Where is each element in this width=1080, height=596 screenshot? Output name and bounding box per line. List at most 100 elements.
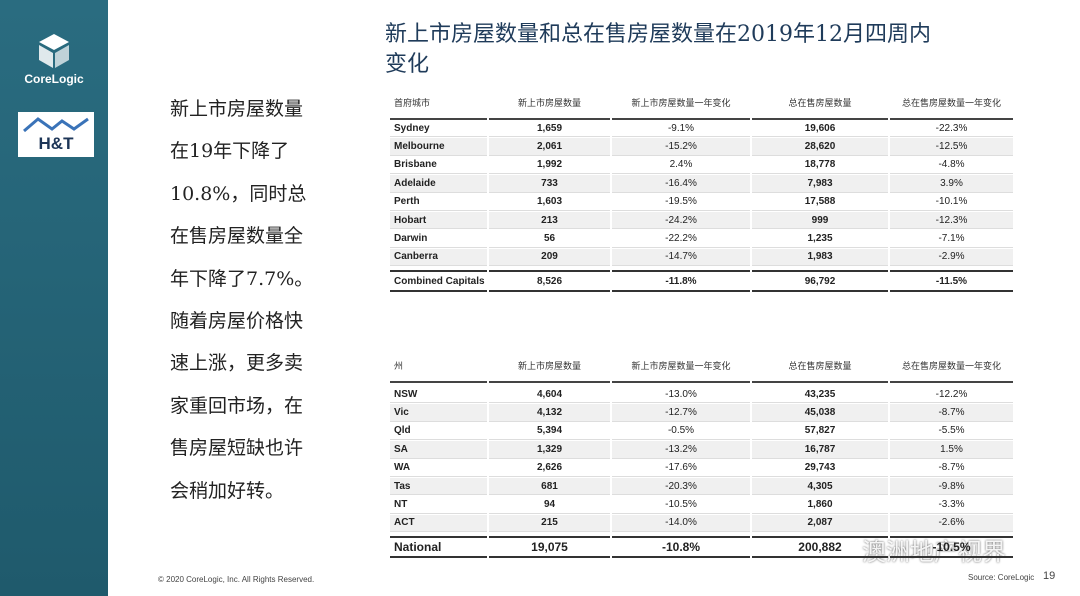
table-cell: 1,235 [752,230,888,248]
table-cell: 5,394 [489,422,610,441]
table-cell: 17,588 [752,193,888,211]
table-cell: 1,860 [752,496,888,514]
table-cell: -19.5% [612,193,750,211]
table-cell: -14.0% [612,514,750,533]
table-cell: -7.1% [890,230,1013,248]
table-cell: 1,329 [489,441,610,459]
column-header: 首府城市 [394,98,431,109]
table-cell: -10.5% [612,496,750,514]
table-cell: NSW [390,386,487,404]
table-cell: -13.2% [612,441,750,459]
header-rule [489,118,610,120]
column-header: 总在售房屋数量 [788,361,852,372]
table-cell: -9.8% [890,478,1013,496]
table-cell: -12.5% [890,138,1013,156]
table-cell: 1,603 [489,193,610,211]
summary-line: 随着房屋价格快 [170,309,304,332]
table-cell: 7,983 [752,175,888,193]
header-rule [890,381,1013,383]
total-cell: Combined Capitals [390,270,487,292]
column-header: 总在售房屋数量 [788,98,852,109]
table-cell: 19,606 [752,120,888,138]
total-cell: -10.8% [612,536,750,558]
summary-line: 家重回市场，在 [170,394,304,417]
table-cell: 56 [489,230,610,248]
table-cell: 57,827 [752,422,888,441]
column-header: 总在售房屋数量一年变化 [901,361,1001,372]
table-cell: 2,087 [752,514,888,533]
table-cell: -20.3% [612,478,750,496]
summary-line: 10.8%，同时总 [170,182,307,205]
table-cell: 2,626 [489,459,610,477]
table-cell: -17.6% [612,459,750,477]
table-cell: -22.3% [890,120,1013,138]
table-cell: Qld [390,422,487,441]
table-cell: -16.4% [612,175,750,193]
header-rule [612,381,750,383]
table-cell: -2.9% [890,248,1013,267]
table-cell: -10.1% [890,193,1013,211]
total-cell: 96,792 [752,270,888,292]
total-cell: National [390,536,487,558]
table-cell: 1.5% [890,441,1013,459]
table-cell: 4,132 [489,404,610,422]
table-cell: 2.4% [612,156,750,175]
table-cell: Hobart [390,212,487,230]
table-cell: 1,983 [752,248,888,267]
summary-line: 速上涨，更多卖 [170,352,304,375]
table-cell: 999 [752,212,888,230]
table-cell: 29,743 [752,459,888,477]
table-cell: -15.2% [612,138,750,156]
table-cell: 16,787 [752,441,888,459]
table-cell: 733 [489,175,610,193]
table-cell: 4,305 [752,478,888,496]
table-cell: Canberra [390,248,487,267]
table-cell: NT [390,496,487,514]
column-header: 新上市房屋数量 [517,98,581,109]
table-cell: Melbourne [390,138,487,156]
header-rule [890,118,1013,120]
header-rule [752,381,888,383]
page-number: 19 [1043,570,1056,582]
table-cell: Sydney [390,120,487,138]
column-header: 州 [394,361,404,372]
table-cell: 2,061 [489,138,610,156]
table-cell: Tas [390,478,487,496]
table-cell: -2.6% [890,514,1013,533]
header-rule [612,118,750,120]
table-cell: -12.2% [890,386,1013,404]
table-cell: ACT [390,514,487,533]
table-cell: Adelaide [390,175,487,193]
table-cell: 215 [489,514,610,533]
summary-line: 售房屋短缺也许 [170,437,304,460]
table-cell: -0.5% [612,422,750,441]
table-cell: -12.7% [612,404,750,422]
column-header: 总在售房屋数量一年变化 [901,98,1001,109]
copyright: © 2020 CoreLogic, Inc. All Rights Reserv… [158,575,315,584]
table-cell: -14.7% [612,248,750,267]
logo-icon [39,34,69,68]
table-cell: -8.7% [890,459,1013,477]
table-cell: 213 [489,212,610,230]
table-cell: 43,235 [752,386,888,404]
table-cell: Brisbane [390,156,487,175]
header-rule [390,381,487,383]
watermark: 澳洲地产视界 [862,538,1006,566]
total-cell: 200,882 [752,536,888,558]
total-cell: -11.5% [890,270,1013,292]
table-cell: 18,778 [752,156,888,175]
total-cell: 19,075 [489,536,610,558]
column-header: 新上市房屋数量 [517,361,581,372]
table-cell: 209 [489,248,610,267]
table-cell: -24.2% [612,212,750,230]
table-cell: 28,620 [752,138,888,156]
summary: 新上市房屋数量 在19年下降了 10.8%，同时总 在售房屋数量全 年下降了7.7%。随… [170,88,313,512]
partner-text: H&T [38,134,74,153]
table-cell: Vic [390,404,487,422]
table-cell: -3.3% [890,496,1013,514]
table-cell: 94 [489,496,610,514]
summary-line: 年下降了7.7%。 [170,267,314,290]
table-cell: SA [390,441,487,459]
table-cell: -4.8% [890,156,1013,175]
